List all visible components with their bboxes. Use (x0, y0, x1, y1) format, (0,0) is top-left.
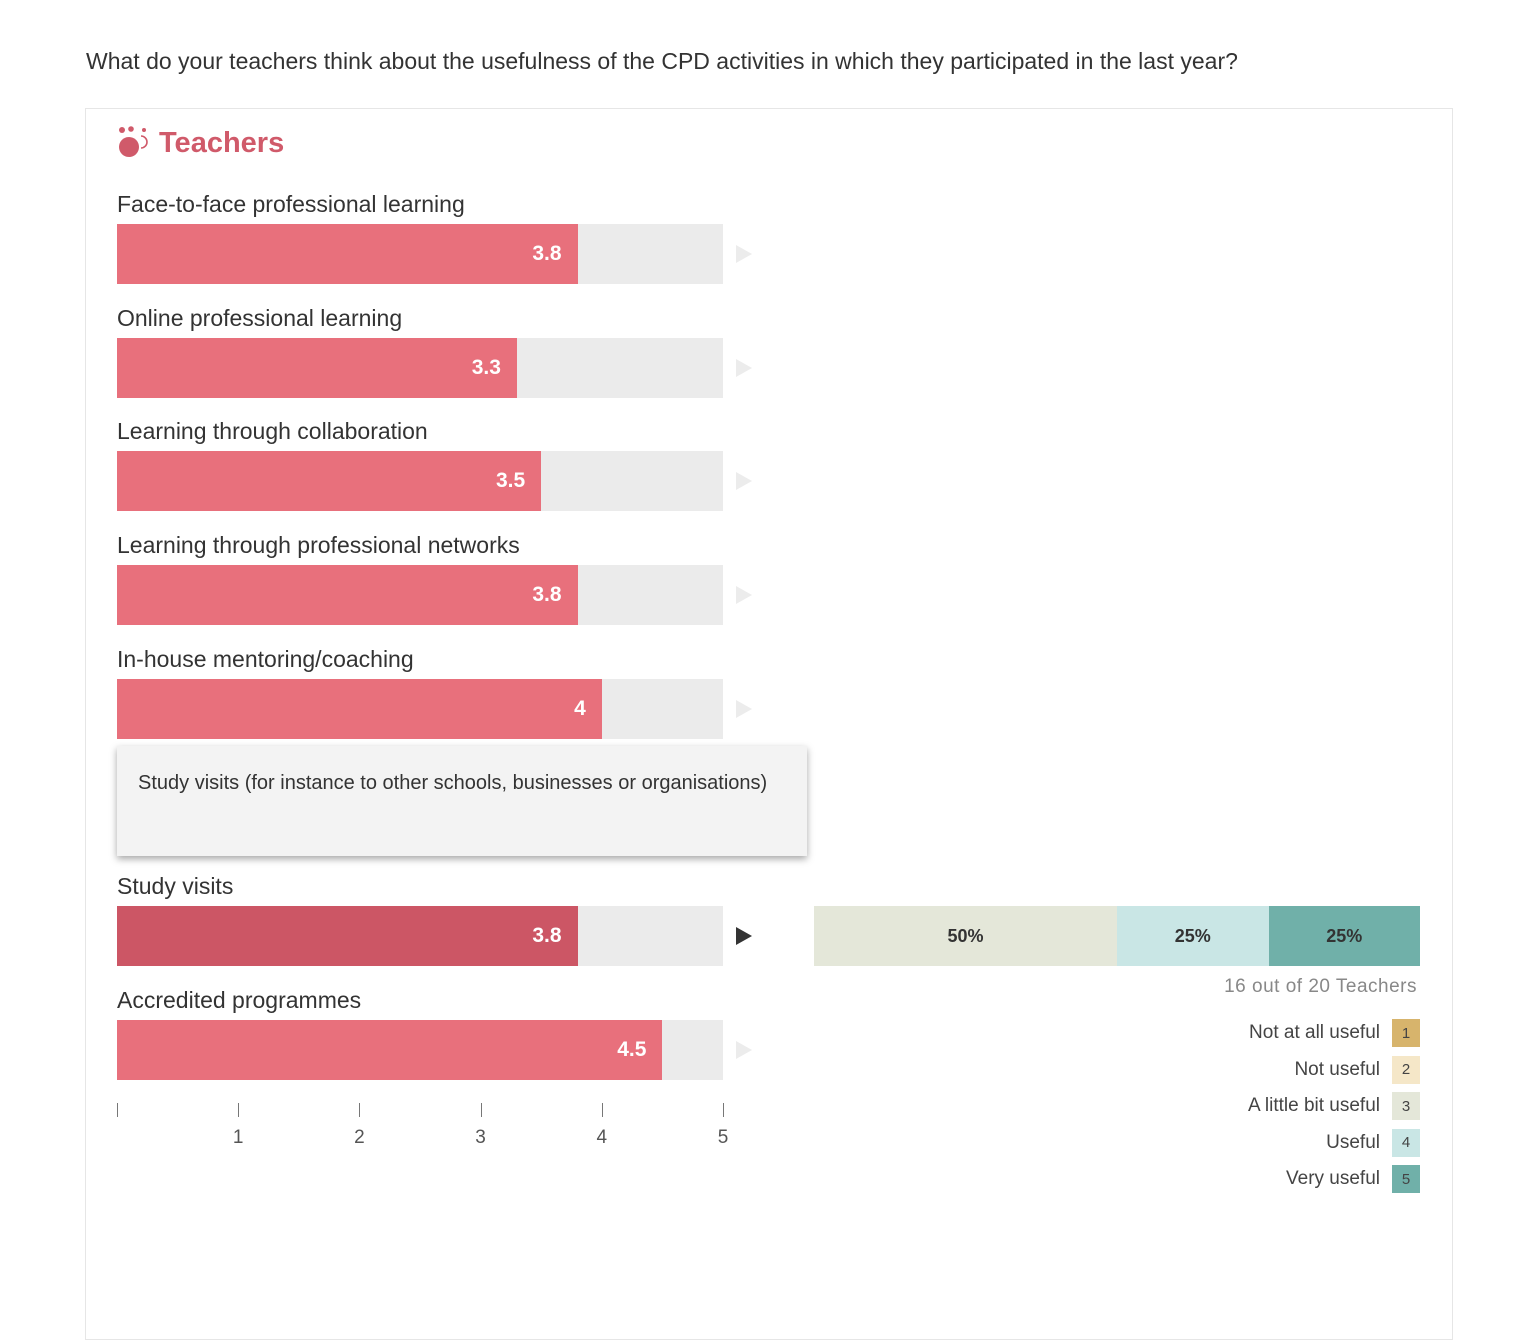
breakdown-segment[interactable]: 25% (1117, 906, 1269, 966)
bar[interactable] (117, 1020, 663, 1080)
legend-label: A little bit useful (1247, 1095, 1380, 1116)
legend-item: Very useful 5 (1286, 1165, 1420, 1193)
legend-swatch: 2 (1392, 1055, 1420, 1084)
axis-tick-label: 3 (475, 1127, 486, 1148)
bar-value-label: 3.5 (495, 469, 526, 492)
bar-track[interactable]: 3.5 (117, 451, 723, 511)
bar[interactable] (117, 679, 602, 739)
legend-swatch: 1 (1392, 1019, 1420, 1047)
expand-arrow-icon[interactable] (736, 586, 752, 604)
expand-arrow-icon[interactable] (736, 472, 752, 490)
axis-tick (117, 1103, 118, 1117)
legend-swatch: 3 (1392, 1092, 1420, 1120)
axis-tick (238, 1103, 240, 1117)
legend-swatch: 4 (1392, 1128, 1420, 1157)
question-text: What do your teachers think about the us… (86, 48, 1238, 74)
bar[interactable] (117, 224, 578, 284)
axis-tick (723, 1103, 724, 1117)
legend-label: Not useful (1294, 1058, 1380, 1080)
legend-item: A little bit useful 3 (1248, 1092, 1420, 1120)
panel-title-text: Teachers (159, 126, 285, 159)
axis-tick (601, 1103, 603, 1117)
bar-track[interactable]: 3.3 (117, 338, 723, 398)
legend-label: Not at all useful (1249, 1022, 1380, 1043)
category-label: Learning through collaboration (117, 418, 428, 444)
expand-arrow-icon[interactable] (736, 700, 752, 718)
bar-value-label: 3.8 (532, 583, 562, 606)
axis-tick-label: 1 (232, 1127, 244, 1148)
respondent-count: 16 out of 20 Teachers (1224, 976, 1417, 997)
bar-track[interactable]: 3.8 (117, 224, 723, 284)
category-label: Face-to-face professional learning (117, 191, 465, 217)
bar-track[interactable]: 4 (117, 679, 723, 739)
bar-track[interactable]: 3.8 (117, 565, 723, 625)
teachers-group-icon (119, 126, 148, 157)
expand-arrow-icon[interactable] (736, 245, 752, 263)
axis-tick (359, 1103, 361, 1117)
category-label: Study visits (117, 873, 234, 899)
tooltip-text: Study visits (for instance to other scho… (138, 772, 768, 794)
bar-value-label: 4 (574, 697, 586, 720)
panel-title: Teachers (117, 126, 284, 160)
bar-value-label: 3.3 (471, 356, 501, 379)
bar-track[interactable]: 3.8 (117, 906, 723, 966)
expand-arrow-icon[interactable] (736, 1041, 752, 1059)
breakdown-segment[interactable]: 25% (1268, 906, 1420, 966)
category-label: Online professional learning (117, 305, 403, 331)
bar-track[interactable]: 4.5 (117, 1020, 723, 1080)
axis-tick-label: 4 (596, 1127, 608, 1148)
legend-label: Useful (1326, 1131, 1380, 1153)
expand-arrow-icon[interactable] (736, 359, 752, 377)
breakdown-segment[interactable]: 50% (814, 906, 1117, 966)
expand-arrow-icon[interactable] (736, 927, 752, 945)
bar-value-label: 4.5 (617, 1038, 647, 1061)
axis-tick-label: 2 (354, 1127, 365, 1148)
legend-label: Very useful (1286, 1168, 1380, 1189)
bar-value-label: 3.8 (532, 924, 562, 947)
category-label: Learning through professional networks (117, 532, 520, 558)
bar[interactable] (117, 338, 517, 398)
axis-tick (480, 1103, 482, 1117)
bar[interactable] (117, 451, 542, 511)
bar-value-label: 3.8 (532, 242, 562, 265)
legend-item: Not useful 2 (1294, 1055, 1420, 1084)
bar[interactable] (117, 565, 578, 625)
category-label: Accredited programmes (117, 987, 362, 1013)
legend-item: Not at all useful 1 (1249, 1019, 1420, 1047)
category-label: In-house mentoring/coaching (117, 646, 414, 672)
legend-item: Useful 4 (1326, 1128, 1420, 1157)
category-tooltip: Study visits (for instance to other scho… (117, 746, 807, 856)
bar[interactable] (117, 906, 578, 966)
legend-swatch: 5 (1392, 1165, 1420, 1193)
axis-tick-label: 5 (717, 1127, 729, 1148)
